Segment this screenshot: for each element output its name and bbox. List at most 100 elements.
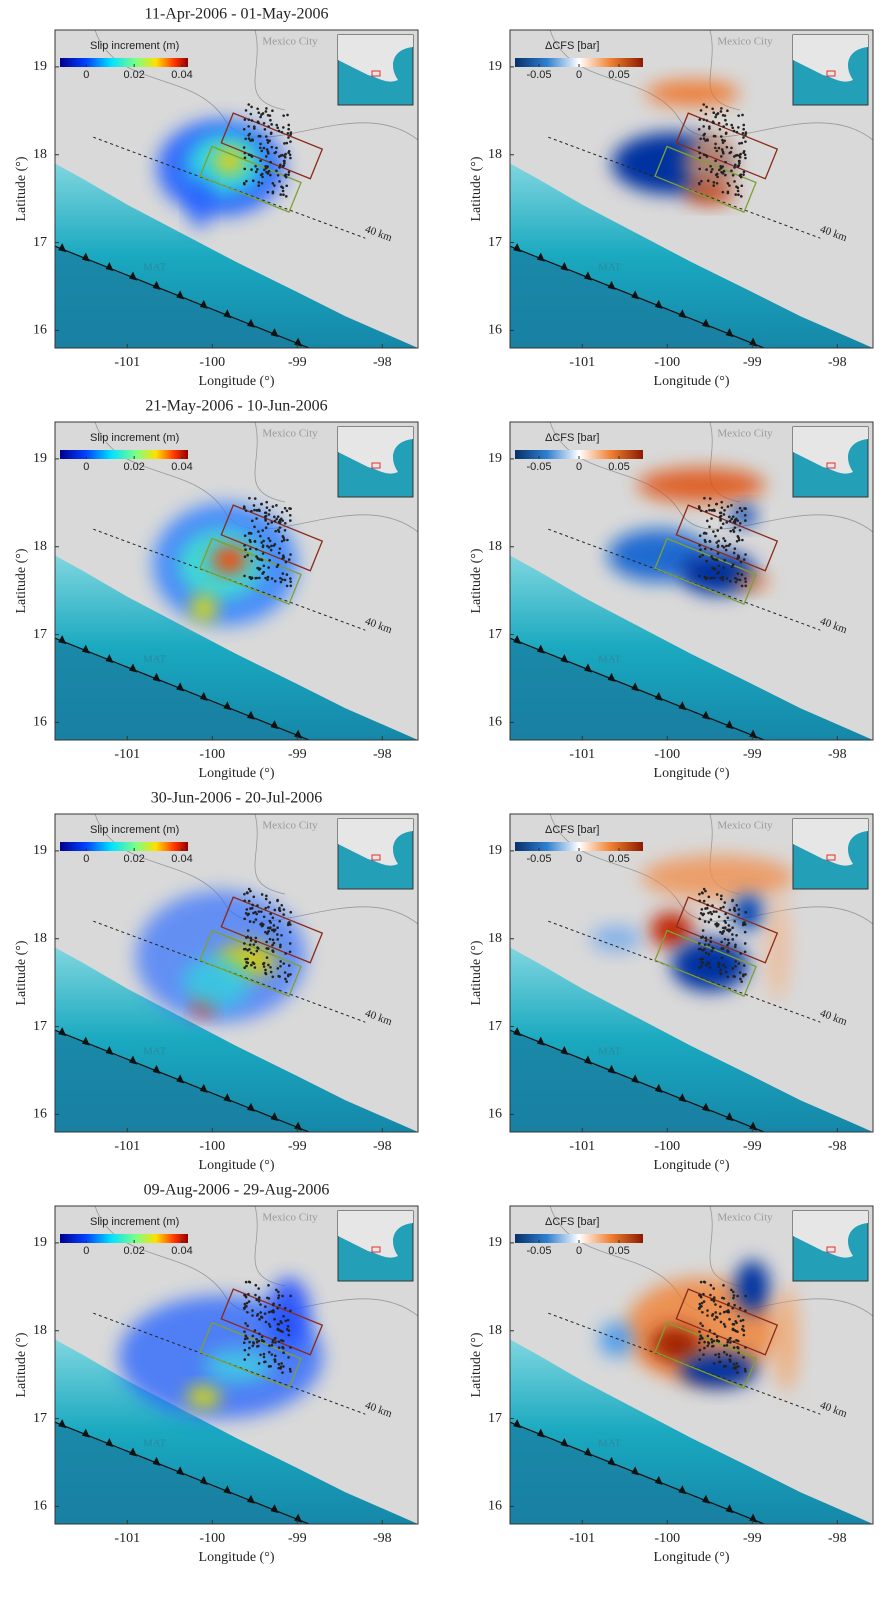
seismic-event [706, 1344, 710, 1348]
seismic-event [726, 505, 730, 508]
trench-tooth [223, 1093, 232, 1103]
seismic-event [717, 146, 721, 150]
seismic-event [737, 1351, 740, 1354]
seismic-event [737, 913, 740, 916]
colorbar-tick-label: 0.05 [608, 853, 629, 865]
seismic-event [263, 128, 267, 131]
seismic-event [267, 1350, 271, 1354]
seismic-event [705, 963, 708, 967]
seismic-event [744, 1346, 747, 1349]
seismic-event [731, 899, 734, 903]
seismic-event [258, 134, 262, 138]
seismic-event [724, 1364, 727, 1368]
seismic-event [283, 142, 286, 145]
seismic-event [289, 140, 292, 143]
seismic-event [698, 942, 701, 945]
seismic-event [729, 1341, 732, 1344]
field-blob [650, 912, 693, 948]
seismic-event [702, 153, 706, 157]
seismic-event [719, 526, 723, 530]
seismic-event [719, 165, 722, 168]
seismic-event [741, 1324, 745, 1328]
y-tick-label: 18 [488, 147, 502, 162]
seismic-event [280, 933, 283, 937]
seismic-event [736, 189, 740, 193]
seismic-event [249, 889, 252, 893]
seismic-event [244, 1280, 248, 1284]
seismic-event [276, 173, 280, 177]
seismic-event [250, 119, 254, 122]
seismic-event [726, 191, 730, 195]
seismic-event [726, 949, 729, 952]
seismic-event [698, 899, 702, 903]
seismic-event [243, 555, 247, 558]
colorbar-tick-label: 0.05 [608, 461, 629, 473]
trench-tooth [584, 1055, 593, 1065]
seismic-event [718, 1360, 721, 1364]
seismic-event [716, 175, 719, 179]
panel-title: 11-Apr-2006 - 01-May-2006 [145, 6, 329, 23]
seismic-event [731, 1306, 734, 1310]
seismic-event [279, 964, 282, 968]
seismic-event [731, 515, 735, 518]
seismic-event [287, 964, 291, 967]
seismic-event [744, 577, 747, 580]
seismic-event [254, 936, 258, 940]
seismic-event [251, 1314, 254, 1317]
seismic-event [723, 1344, 726, 1347]
seismic-event [724, 160, 727, 164]
seismic-event [722, 1284, 725, 1287]
seismic-event [703, 943, 707, 946]
seismic-event [741, 113, 744, 117]
seismic-event [717, 1355, 721, 1359]
seismic-event [729, 1336, 732, 1340]
x-tick-label: -99 [288, 1531, 307, 1546]
x-axis-label: Longitude (°) [654, 766, 730, 781]
seismic-event [744, 1309, 747, 1313]
seismic-event [246, 929, 250, 932]
trench-tooth [631, 682, 640, 692]
seismic-event [736, 557, 739, 560]
seismic-event [718, 168, 721, 172]
seismic-event [742, 136, 745, 139]
seismic-event [732, 1296, 735, 1300]
seismic-event [246, 957, 249, 961]
seismic-event [717, 965, 721, 968]
seismic-event [250, 963, 253, 967]
seismic-event [249, 139, 252, 142]
seismic-event [717, 121, 721, 125]
panel-frame [509, 29, 874, 349]
seismic-event [269, 548, 273, 552]
seismic-event [250, 105, 253, 109]
panel-frame [509, 1205, 874, 1525]
seismic-event [248, 496, 251, 500]
seismic-event [263, 168, 266, 172]
seismic-event [731, 926, 734, 930]
seismic-event [716, 552, 720, 555]
map-area [510, 422, 873, 740]
seismic-event [697, 1341, 701, 1345]
seismic-event [736, 578, 739, 581]
trench-tooth [678, 1485, 687, 1495]
seismic-event [284, 195, 288, 198]
x-tick-label: -98 [828, 1531, 847, 1546]
seismic-event [273, 519, 277, 523]
seismic-event [735, 1339, 738, 1342]
seismic-event [719, 972, 723, 976]
trench-tooth [152, 672, 161, 682]
trench-tooth [678, 701, 687, 711]
seismic-event [720, 155, 723, 158]
seismic-event [713, 558, 716, 561]
x-tick-label: -98 [373, 1139, 392, 1154]
inset-region [826, 854, 836, 861]
seismic-event [282, 1365, 285, 1368]
green-box [199, 145, 302, 213]
seismic-event [742, 921, 745, 925]
seismic-event [253, 966, 257, 969]
seismic-event [254, 910, 257, 914]
seismic-event [702, 1300, 706, 1303]
seismic-event [702, 125, 705, 128]
seismic-event [286, 1318, 290, 1322]
seismic-event [266, 522, 270, 526]
